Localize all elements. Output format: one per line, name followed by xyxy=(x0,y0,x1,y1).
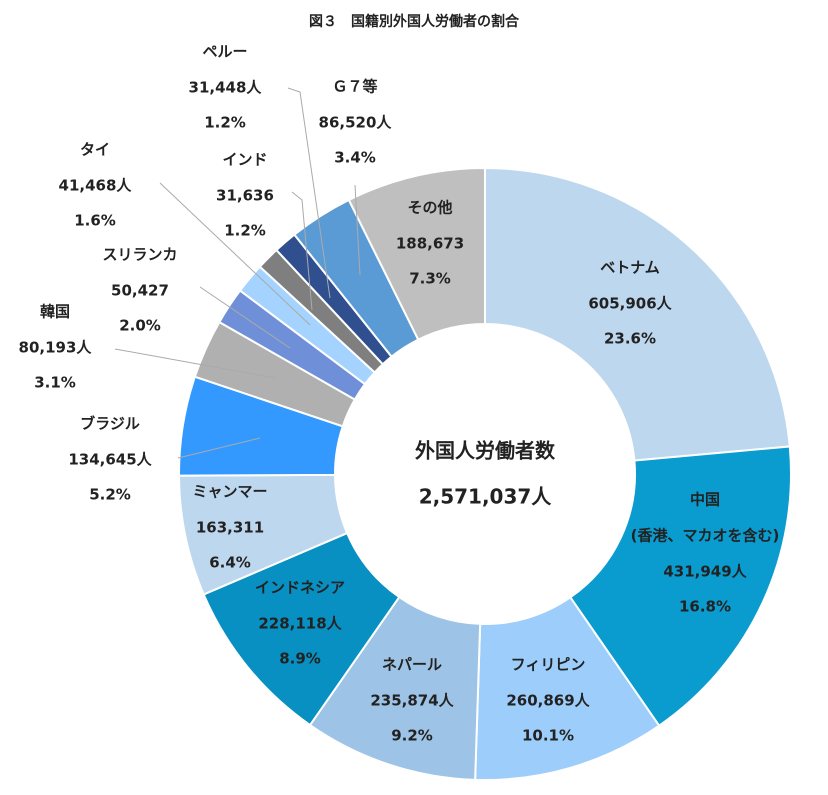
share-label: 3.4% xyxy=(334,149,376,167)
value-label: 260,869人 xyxy=(506,692,590,710)
category-label: ベトナム xyxy=(600,259,660,277)
category-label: ペルー xyxy=(202,43,247,61)
share-label: 1.6% xyxy=(74,212,116,230)
share-label: 23.6% xyxy=(604,330,656,348)
category-label: ネパール xyxy=(382,656,442,674)
leader-line xyxy=(159,182,311,326)
leader-line xyxy=(354,184,361,276)
value-label: 188,673 xyxy=(396,235,464,253)
category-label: ブラジル xyxy=(80,415,140,433)
donut-slice xyxy=(568,445,792,728)
leader-line xyxy=(291,191,313,311)
leader-line xyxy=(199,286,291,349)
share-label: 1.2% xyxy=(204,114,246,132)
share-label: 2.0% xyxy=(119,317,161,335)
share-label: 16.8% xyxy=(679,598,731,616)
value-label: 228,118人 xyxy=(258,615,342,633)
category-label: インド xyxy=(222,151,267,169)
category-label: インドネシア xyxy=(255,579,345,597)
share-label: 3.1% xyxy=(34,374,76,392)
category-annotation: (香港、マカオを含む) xyxy=(631,527,780,545)
value-label: 50,427 xyxy=(111,282,169,300)
value-label: 134,645人 xyxy=(68,451,152,469)
category-label: その他 xyxy=(407,199,452,217)
share-label: 6.4% xyxy=(209,554,251,572)
center-label: 外国人労働者数 xyxy=(415,439,556,463)
share-label: 1.2% xyxy=(224,222,266,240)
chart-title: 図３ 国籍別外国人労働者の割合 xyxy=(309,13,520,30)
share-label: 5.2% xyxy=(89,486,131,504)
value-label: 80,193人 xyxy=(19,339,93,357)
share-label: 10.1% xyxy=(522,727,574,745)
total-label: 2,571,037人 xyxy=(419,485,553,509)
value-label: 41,468人 xyxy=(59,177,133,195)
value-label: 31,636 xyxy=(216,187,274,205)
category-label: 韓国 xyxy=(40,303,70,321)
category-label: フィリピン xyxy=(511,656,586,674)
category-label: スリランカ xyxy=(102,246,177,264)
category-label: Ｇ７等 xyxy=(332,78,377,96)
category-label: 中国 xyxy=(690,491,720,509)
value-label: 235,874人 xyxy=(370,692,454,710)
donut-slice xyxy=(484,166,791,462)
value-label: 163,311 xyxy=(196,519,264,537)
value-label: 605,906人 xyxy=(588,295,672,313)
leader-line xyxy=(114,348,276,379)
share-label: 7.3% xyxy=(409,270,451,288)
share-label: 9.2% xyxy=(391,727,433,745)
leader-line xyxy=(177,437,261,459)
value-label: 431,949人 xyxy=(663,563,747,581)
share-label: 8.9% xyxy=(279,650,321,668)
category-label: ミャンマー xyxy=(192,483,267,501)
category-label: タイ xyxy=(80,141,110,159)
value-label: 86,520人 xyxy=(319,114,393,132)
donut-slice xyxy=(347,166,486,342)
leader-line xyxy=(287,87,331,299)
value-label: 31,448人 xyxy=(189,79,263,97)
